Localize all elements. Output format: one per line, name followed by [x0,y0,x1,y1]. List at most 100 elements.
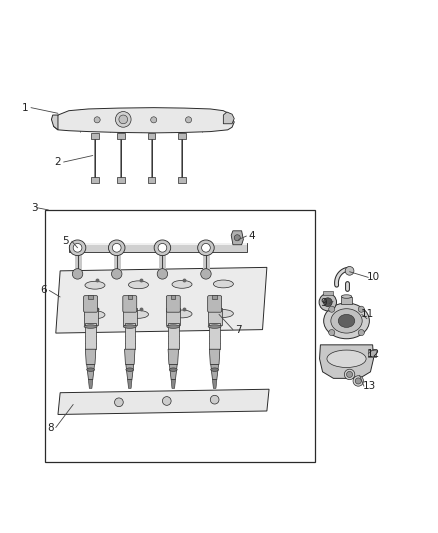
Text: 11: 11 [360,309,374,319]
Bar [91,133,99,139]
Circle shape [346,372,353,377]
Bar [117,177,125,182]
Ellipse shape [170,368,177,372]
Circle shape [116,111,131,127]
Circle shape [353,376,364,386]
Ellipse shape [198,240,214,256]
Bar [84,308,98,325]
Ellipse shape [84,325,97,328]
Ellipse shape [338,314,355,327]
Ellipse shape [85,281,105,289]
Text: 12: 12 [367,349,380,359]
Polygon shape [88,379,93,389]
Text: 7: 7 [235,325,242,335]
Circle shape [344,369,355,379]
Text: 3: 3 [31,203,37,213]
Ellipse shape [213,310,233,318]
Ellipse shape [69,240,86,256]
Ellipse shape [213,280,233,288]
Ellipse shape [128,281,148,289]
Circle shape [355,378,361,384]
Circle shape [201,269,211,279]
Bar [322,292,333,295]
Circle shape [115,398,123,407]
Polygon shape [209,349,220,365]
Circle shape [119,115,127,124]
Text: 13: 13 [363,381,376,391]
Text: 1: 1 [22,103,28,112]
Bar [127,295,132,299]
Polygon shape [127,379,132,389]
Text: 5: 5 [63,236,69,246]
Polygon shape [171,379,176,389]
Ellipse shape [324,303,369,339]
Text: 2: 2 [55,157,61,167]
Ellipse shape [172,310,192,318]
Ellipse shape [126,368,134,372]
FancyBboxPatch shape [84,296,98,312]
Circle shape [358,306,364,312]
Circle shape [157,269,168,279]
Bar [117,133,125,139]
Bar [341,296,352,304]
Bar [148,133,155,139]
Bar [91,177,99,182]
Circle shape [319,294,336,311]
Circle shape [72,269,83,279]
Polygon shape [211,365,219,379]
Ellipse shape [109,240,125,256]
Ellipse shape [172,280,192,288]
Circle shape [151,117,157,123]
Bar [166,308,180,325]
Text: 4: 4 [248,231,255,241]
Circle shape [345,266,354,275]
Ellipse shape [167,325,180,328]
Circle shape [185,117,191,123]
Bar [212,295,217,299]
Ellipse shape [128,310,148,318]
Text: 6: 6 [41,286,47,295]
Text: 8: 8 [47,423,53,433]
Polygon shape [168,349,179,365]
Bar [171,295,176,299]
Ellipse shape [341,295,352,298]
Circle shape [201,244,210,252]
FancyBboxPatch shape [166,296,180,312]
Circle shape [162,397,171,405]
Ellipse shape [154,240,171,256]
Bar [148,177,155,182]
Bar [69,244,247,252]
Circle shape [328,329,335,336]
Polygon shape [126,365,134,379]
Ellipse shape [85,311,105,319]
Circle shape [323,298,332,306]
Circle shape [112,269,122,279]
Polygon shape [58,389,269,415]
Polygon shape [212,379,217,389]
Circle shape [73,244,82,252]
Ellipse shape [327,350,366,367]
Polygon shape [320,345,374,378]
FancyBboxPatch shape [208,296,222,312]
Polygon shape [85,349,96,365]
Bar [178,133,186,139]
FancyBboxPatch shape [123,296,137,312]
Ellipse shape [87,368,95,372]
Circle shape [210,395,219,404]
Bar [209,323,220,349]
Bar [45,210,315,462]
Polygon shape [56,268,267,333]
Polygon shape [124,349,135,365]
Circle shape [234,235,240,241]
Bar [85,323,96,349]
Circle shape [158,244,167,252]
Polygon shape [53,108,234,133]
Circle shape [94,117,100,123]
Circle shape [358,329,364,336]
Ellipse shape [211,368,219,372]
Circle shape [328,306,335,312]
Bar [124,323,135,349]
Bar [69,244,247,245]
Polygon shape [87,365,95,379]
Text: 10: 10 [367,272,380,282]
